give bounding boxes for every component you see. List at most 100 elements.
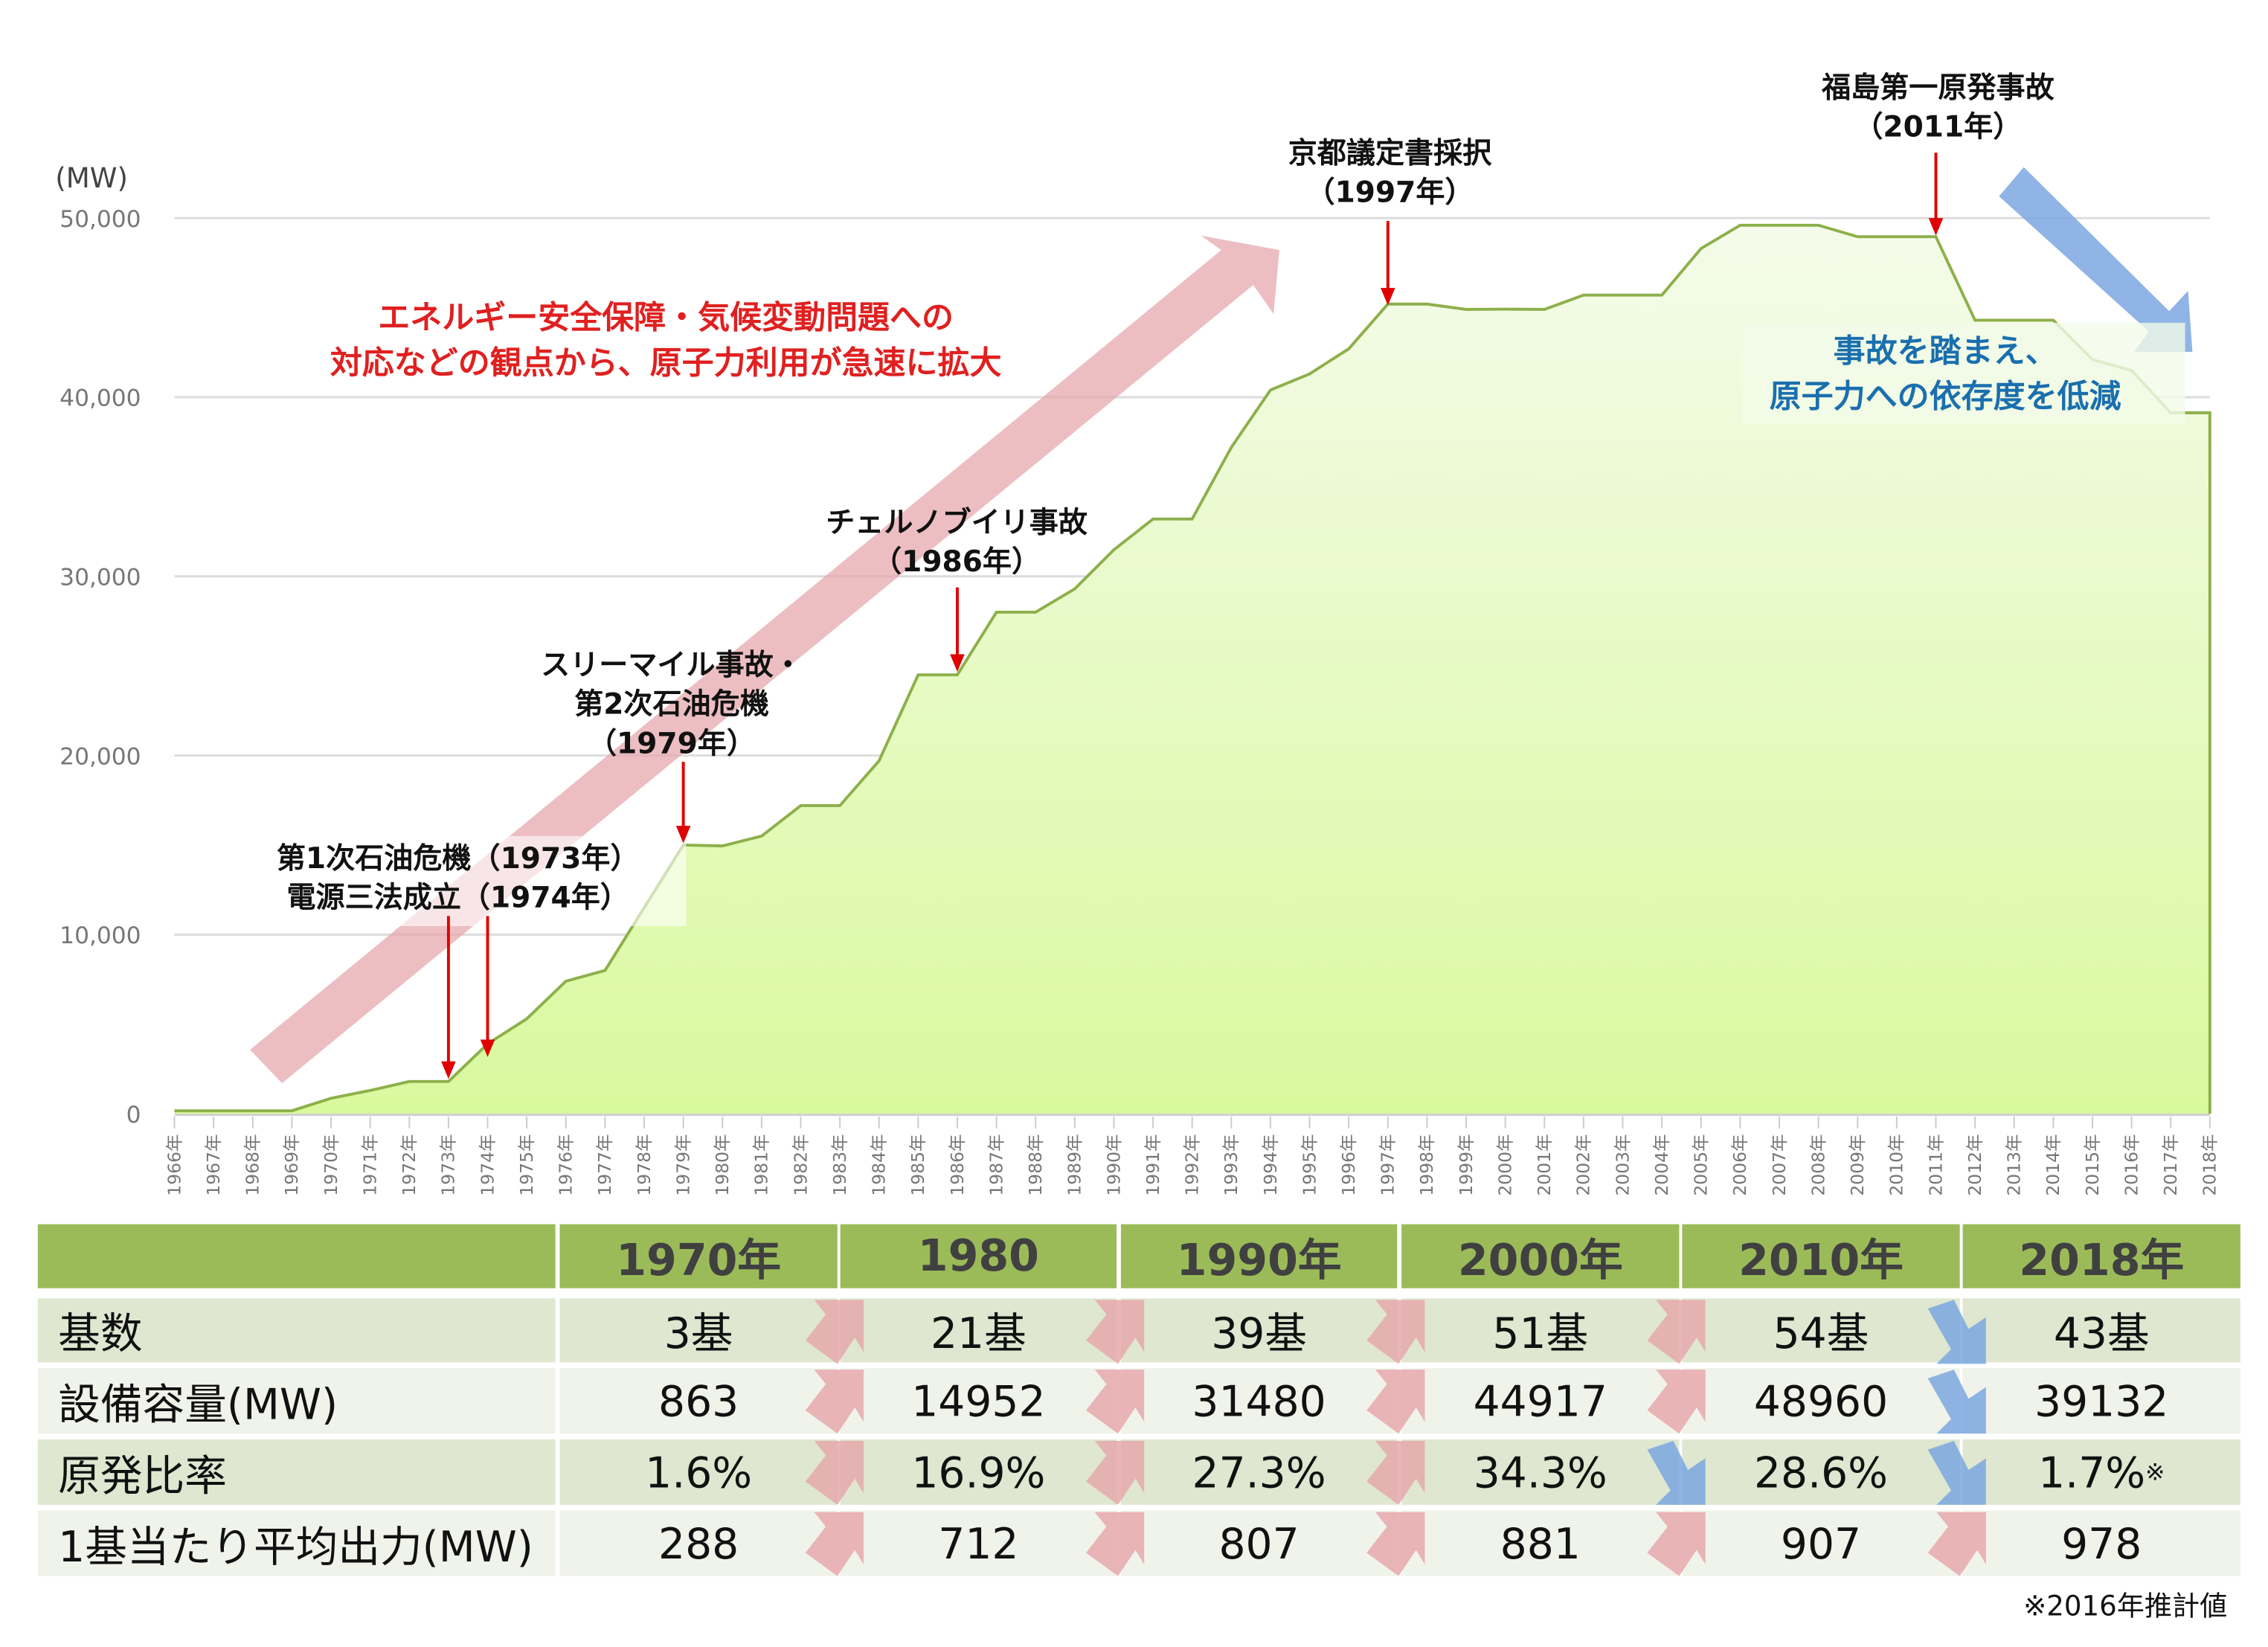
table-cell-text: 3基 — [664, 1300, 733, 1361]
arrow-shape — [1928, 1370, 1986, 1434]
trend-up-arrow-icon — [1083, 1509, 1147, 1581]
trend-up-arrow-icon — [1645, 1297, 1709, 1367]
table-cell-text: 27.3% — [1192, 1448, 1326, 1497]
table-cell-text: 54基 — [1773, 1300, 1869, 1361]
column-header: 2010年 — [1682, 1224, 1959, 1288]
table-cell-text: 863 — [658, 1376, 739, 1425]
x-tick-label: 1975年 — [516, 1134, 537, 1196]
table-cell: 1.7%※ — [1963, 1439, 2240, 1505]
x-tick-label: 1976年 — [556, 1134, 576, 1196]
x-tick-label: 1971年 — [359, 1134, 380, 1196]
table-cell-text: 712 — [938, 1518, 1018, 1567]
arrow-shape — [1086, 1300, 1144, 1364]
table-cell: 863 — [559, 1368, 837, 1434]
trend-up-arrow-icon — [1645, 1509, 1709, 1581]
table-cell-text: 14952 — [911, 1376, 1045, 1425]
trend-up-arrow-icon — [1083, 1367, 1147, 1438]
y-tick-label: 40,000 — [60, 385, 141, 412]
x-tick-label: 2017年 — [2160, 1134, 2181, 1196]
event-annotation: （2011年） — [1854, 111, 2022, 144]
arrow-shape — [1928, 1512, 1986, 1576]
x-tick-label: 2008年 — [1808, 1134, 1828, 1196]
row-label-text: 設備容量(MW) — [58, 1370, 338, 1431]
y-tick-label: 30,000 — [60, 564, 141, 591]
x-tick-label: 1966年 — [164, 1134, 184, 1196]
table-cell-text: 39132 — [2034, 1376, 2168, 1425]
event-annotation: （1986年） — [873, 545, 1041, 579]
x-tick-label: 2006年 — [1729, 1134, 1750, 1196]
arrow-shape — [1086, 1441, 1144, 1505]
table-cell: 39基 — [1121, 1298, 1397, 1362]
trend-up-arrow-icon — [803, 1438, 867, 1509]
arrow-shape — [806, 1512, 864, 1576]
x-tick-label: 1987年 — [986, 1134, 1006, 1196]
trend-up-arrow-icon — [803, 1509, 867, 1581]
column-header-text: 2010年 — [1738, 1224, 1904, 1288]
table-cell: 34.3% — [1401, 1439, 1679, 1505]
event-annotation: 第2次石油危機 — [574, 688, 769, 722]
trend-up-arrow-icon — [1925, 1509, 1989, 1581]
row-label: 1基当たり平均出力(MW) — [38, 1511, 556, 1576]
trend-up-arrow-icon — [1645, 1367, 1709, 1438]
row-label: 基数 — [38, 1298, 556, 1362]
table-cell-text: 978 — [2061, 1518, 2142, 1567]
table-cell-text: 51基 — [1492, 1300, 1588, 1361]
column-header-text: 1970年 — [616, 1224, 781, 1288]
x-tick-label: 1978年 — [634, 1134, 655, 1196]
y-axis-label: (MW) — [55, 162, 128, 194]
column-header-text: 2018年 — [2019, 1224, 2184, 1288]
event-annotation: スリーマイル事故・ — [541, 649, 803, 682]
column-header: 1980 — [841, 1224, 1117, 1288]
trend-down-arrow-icon — [1925, 1367, 1989, 1438]
event-annotation: （1997年） — [1306, 176, 1474, 210]
x-tick-label: 2004年 — [1651, 1134, 1672, 1196]
event-arrow-head — [1929, 218, 1944, 235]
x-tick-label: 2000年 — [1494, 1134, 1515, 1196]
arrow-shape — [806, 1300, 864, 1364]
column-header-text: 1980 — [918, 1230, 1039, 1281]
table-cell-text: 39基 — [1211, 1300, 1307, 1361]
x-tick-label: 1973年 — [438, 1134, 459, 1196]
decline-message: 事故を踏まえ、 — [1834, 333, 2057, 370]
x-tick-label: 1993年 — [1221, 1134, 1241, 1196]
arrow-shape — [1366, 1441, 1424, 1505]
trend-down-arrow-icon — [1645, 1438, 1709, 1509]
capacity-area-chart: 010,00020,00030,00040,00050,000(MW)1966年… — [0, 0, 2268, 1221]
table-cell: 978 — [1963, 1511, 2240, 1576]
table-cell-text: 48960 — [1754, 1376, 1888, 1425]
x-tick-label: 1992年 — [1182, 1134, 1203, 1196]
x-tick-label: 2012年 — [1965, 1134, 1985, 1196]
x-tick-label: 1980年 — [712, 1134, 733, 1196]
row-label: 設備容量(MW) — [38, 1368, 556, 1434]
table-cell-text: 21基 — [931, 1300, 1027, 1361]
table-cell-text: 28.6% — [1754, 1448, 1888, 1497]
x-tick-label: 2010年 — [1886, 1134, 1907, 1196]
arrow-shape — [1086, 1370, 1144, 1434]
x-tick-label: 2015年 — [2082, 1134, 2103, 1196]
arrow-shape — [1366, 1300, 1424, 1364]
column-header: 2018年 — [1963, 1224, 2240, 1288]
row-label-text: 1基当たり平均出力(MW) — [58, 1513, 533, 1574]
x-tick-label: 2003年 — [1612, 1134, 1633, 1196]
arrow-shape — [1366, 1370, 1424, 1434]
x-tick-label: 1970年 — [321, 1134, 341, 1196]
trend-up-arrow-icon — [803, 1297, 867, 1367]
table-cell-text: 31480 — [1192, 1376, 1326, 1425]
footnote-mark: ※ — [2145, 1458, 2165, 1486]
table-cell-text: 1.6% — [645, 1448, 752, 1497]
x-tick-label: 1981年 — [751, 1134, 772, 1196]
x-tick-label: 1972年 — [399, 1134, 420, 1196]
x-tick-label: 2002年 — [1573, 1134, 1594, 1196]
x-tick-label: 1967年 — [203, 1134, 224, 1196]
x-tick-label: 1995年 — [1299, 1134, 1320, 1196]
x-tick-label: 1977年 — [594, 1134, 615, 1196]
table-cell: 288 — [559, 1511, 837, 1576]
column-header: 1990年 — [1121, 1224, 1397, 1288]
x-tick-label: 1994年 — [1260, 1134, 1281, 1196]
y-tick-label: 10,000 — [60, 922, 141, 949]
x-tick-label: 1983年 — [829, 1134, 850, 1196]
trend-up-arrow-icon — [803, 1367, 867, 1438]
arrow-shape — [806, 1441, 864, 1505]
arrow-shape — [1647, 1512, 1705, 1576]
